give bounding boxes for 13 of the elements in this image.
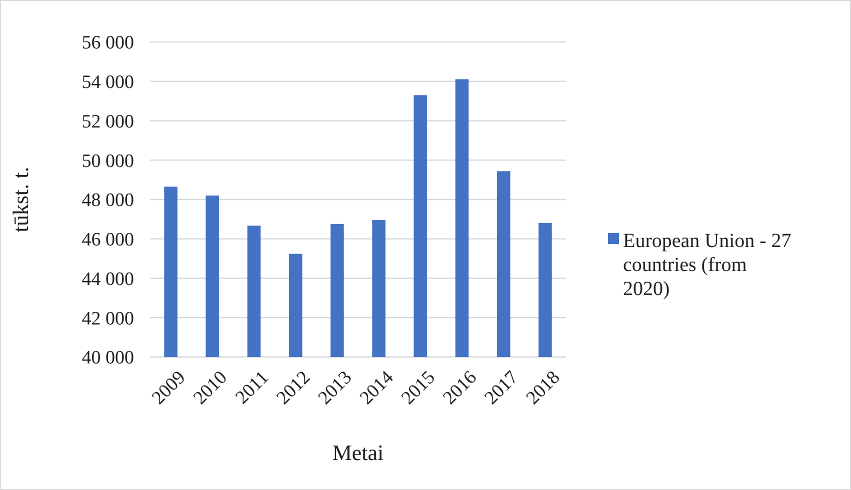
y-tick-label: 54 000 [82,72,134,94]
x-tick-label: 2011 [232,367,273,408]
legend-label: European Union - 27 countries (from 2020) [623,230,792,300]
y-tick-label: 48 000 [82,190,134,212]
y-tick-label: 44 000 [82,268,134,290]
y-tick-label: 42 000 [82,308,134,330]
y-tick-label: 40 000 [82,348,134,369]
y-tick-label: 56 000 [82,32,134,54]
y-tick-label: 52 000 [82,111,134,132]
x-axis-title: Metai [332,440,384,465]
y-tick-label: 50 000 [82,150,134,172]
y-axis-title: tūkst. t. [8,166,33,232]
y-tick-label: 46 000 [82,230,134,251]
